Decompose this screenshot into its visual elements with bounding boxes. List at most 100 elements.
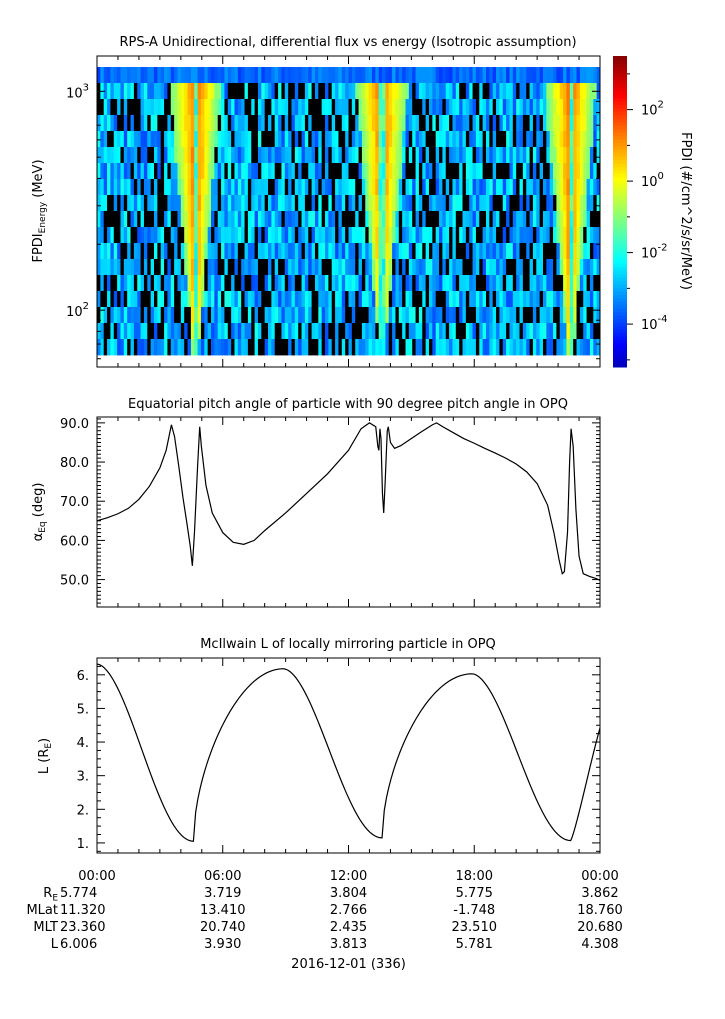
spectrogram-cell xyxy=(415,291,420,308)
spectrogram-cell xyxy=(583,243,587,260)
spectrogram-cell xyxy=(251,179,255,196)
spectrogram-cell xyxy=(331,275,336,292)
spectrogram-cell xyxy=(522,291,527,308)
spectrogram-cell xyxy=(569,195,574,212)
spectrogram-cell xyxy=(107,243,111,260)
spectrogram-cell xyxy=(107,83,111,100)
spectrogram-cell xyxy=(214,275,219,292)
spectrogram-cell xyxy=(361,147,366,164)
spectrogram-cell xyxy=(214,259,219,276)
spectrogram-cell xyxy=(335,339,339,356)
spectrogram-cell xyxy=(281,211,286,228)
spectrogram-cell xyxy=(361,323,366,340)
spectrogram-cell xyxy=(113,67,118,84)
spectrogram-cell xyxy=(268,275,272,292)
spectrogram-cell xyxy=(522,99,527,116)
spectrogram-cell xyxy=(522,307,527,324)
lshell-y-tick-label: 4. xyxy=(77,736,89,751)
spectrogram-cell xyxy=(237,179,242,196)
spectrogram-cell xyxy=(408,291,413,308)
spectrogram-cell xyxy=(123,227,128,244)
spectrogram-cell xyxy=(247,131,252,148)
spectrogram-cell xyxy=(516,307,520,324)
spectrogram-cell xyxy=(261,163,266,180)
spectrogram-cell xyxy=(576,67,581,84)
spectrogram-cell xyxy=(331,163,336,180)
spectrogram-cell xyxy=(318,291,323,308)
spectrogram-cell xyxy=(408,115,413,132)
spectrogram-cell xyxy=(308,147,313,164)
spectrogram-cell xyxy=(231,227,235,244)
spectrogram-cell xyxy=(137,211,141,228)
spectrogram-cell xyxy=(257,179,262,196)
spectrogram-cell xyxy=(247,99,252,116)
spectrogram-cell xyxy=(247,67,252,84)
spectrogram-cell xyxy=(425,259,430,276)
spectrogram-cell xyxy=(221,99,225,116)
spectrogram-cell xyxy=(345,323,349,340)
spectrogram-cell xyxy=(432,163,437,180)
spectrogram-cell xyxy=(569,83,574,100)
spectrogram-cell xyxy=(308,211,313,228)
spectrogram-cell xyxy=(439,227,443,244)
spectrogram-cell xyxy=(133,323,138,340)
spectrogram-cell xyxy=(596,211,601,228)
spectrogram-cell xyxy=(395,147,400,164)
spectrogram-cell xyxy=(351,339,356,356)
spectrogram-cell xyxy=(529,115,534,132)
colorbar-segment xyxy=(613,94,627,98)
spectrogram-cell xyxy=(402,291,406,308)
spectrogram-cell xyxy=(415,147,420,164)
spectrogram-cell xyxy=(361,211,366,228)
spectrogram-cell xyxy=(596,147,601,164)
spectrogram-cell xyxy=(120,195,125,212)
spectrogram-cell xyxy=(257,147,262,164)
spectrogram-cell xyxy=(365,163,370,180)
spectrogram-cell xyxy=(422,163,427,180)
spectrogram-cell xyxy=(516,259,520,276)
spectrogram-cell xyxy=(244,179,249,196)
spectrogram-cell xyxy=(418,83,423,100)
footer-value: 5.781 xyxy=(455,937,493,952)
spectrogram-cell xyxy=(167,115,172,132)
spectrogram-cell xyxy=(197,147,202,164)
spectrogram-cell xyxy=(546,227,551,244)
spectrogram-cell xyxy=(97,147,101,164)
spectrogram-cell xyxy=(147,195,152,212)
spectrogram-cell xyxy=(539,243,544,260)
spectrogram-cell xyxy=(97,227,101,244)
footer-value: 18.760 xyxy=(577,903,623,918)
lshell-axis: 1.2.3.4.5.6. xyxy=(77,657,601,853)
spectrogram-cell xyxy=(301,291,306,308)
spectrogram-cell xyxy=(519,131,524,148)
spectrogram-cell xyxy=(184,147,188,164)
spectrogram-cell xyxy=(197,323,202,340)
colorbar-segment xyxy=(613,135,627,140)
spectrogram-cell xyxy=(244,275,249,292)
spectrogram-cell xyxy=(187,259,192,276)
spectrogram-cell xyxy=(335,131,339,148)
spectrogram-cell xyxy=(355,291,359,308)
spectrogram-cell xyxy=(449,67,453,84)
spectrogram-cell xyxy=(264,339,269,356)
spectrogram-cell xyxy=(358,275,363,292)
spectrogram-cell xyxy=(435,211,440,228)
spectrogram-cell xyxy=(405,275,410,292)
colorbar-tick-base: 10 xyxy=(641,247,658,262)
spectrogram-cell xyxy=(123,259,128,276)
spectrogram-cell xyxy=(371,147,376,164)
spectrogram-cell xyxy=(455,227,460,244)
spectrogram-cell xyxy=(549,147,554,164)
spectrogram-cell xyxy=(147,115,152,132)
spectrogram-cell xyxy=(485,211,490,228)
spectrogram-cell xyxy=(288,227,292,244)
spectrogram-cell xyxy=(140,307,145,324)
colorbar-segment xyxy=(613,90,627,95)
spectrogram-cell xyxy=(190,195,195,212)
spectrogram-cell xyxy=(358,99,363,116)
spectrogram-cell xyxy=(392,227,396,244)
spectrogram-cell xyxy=(251,67,255,84)
spectrogram-cell xyxy=(365,323,370,340)
footer-value: 5.775 xyxy=(455,886,493,901)
colorbar-tick-label: 10-2 xyxy=(641,243,668,262)
